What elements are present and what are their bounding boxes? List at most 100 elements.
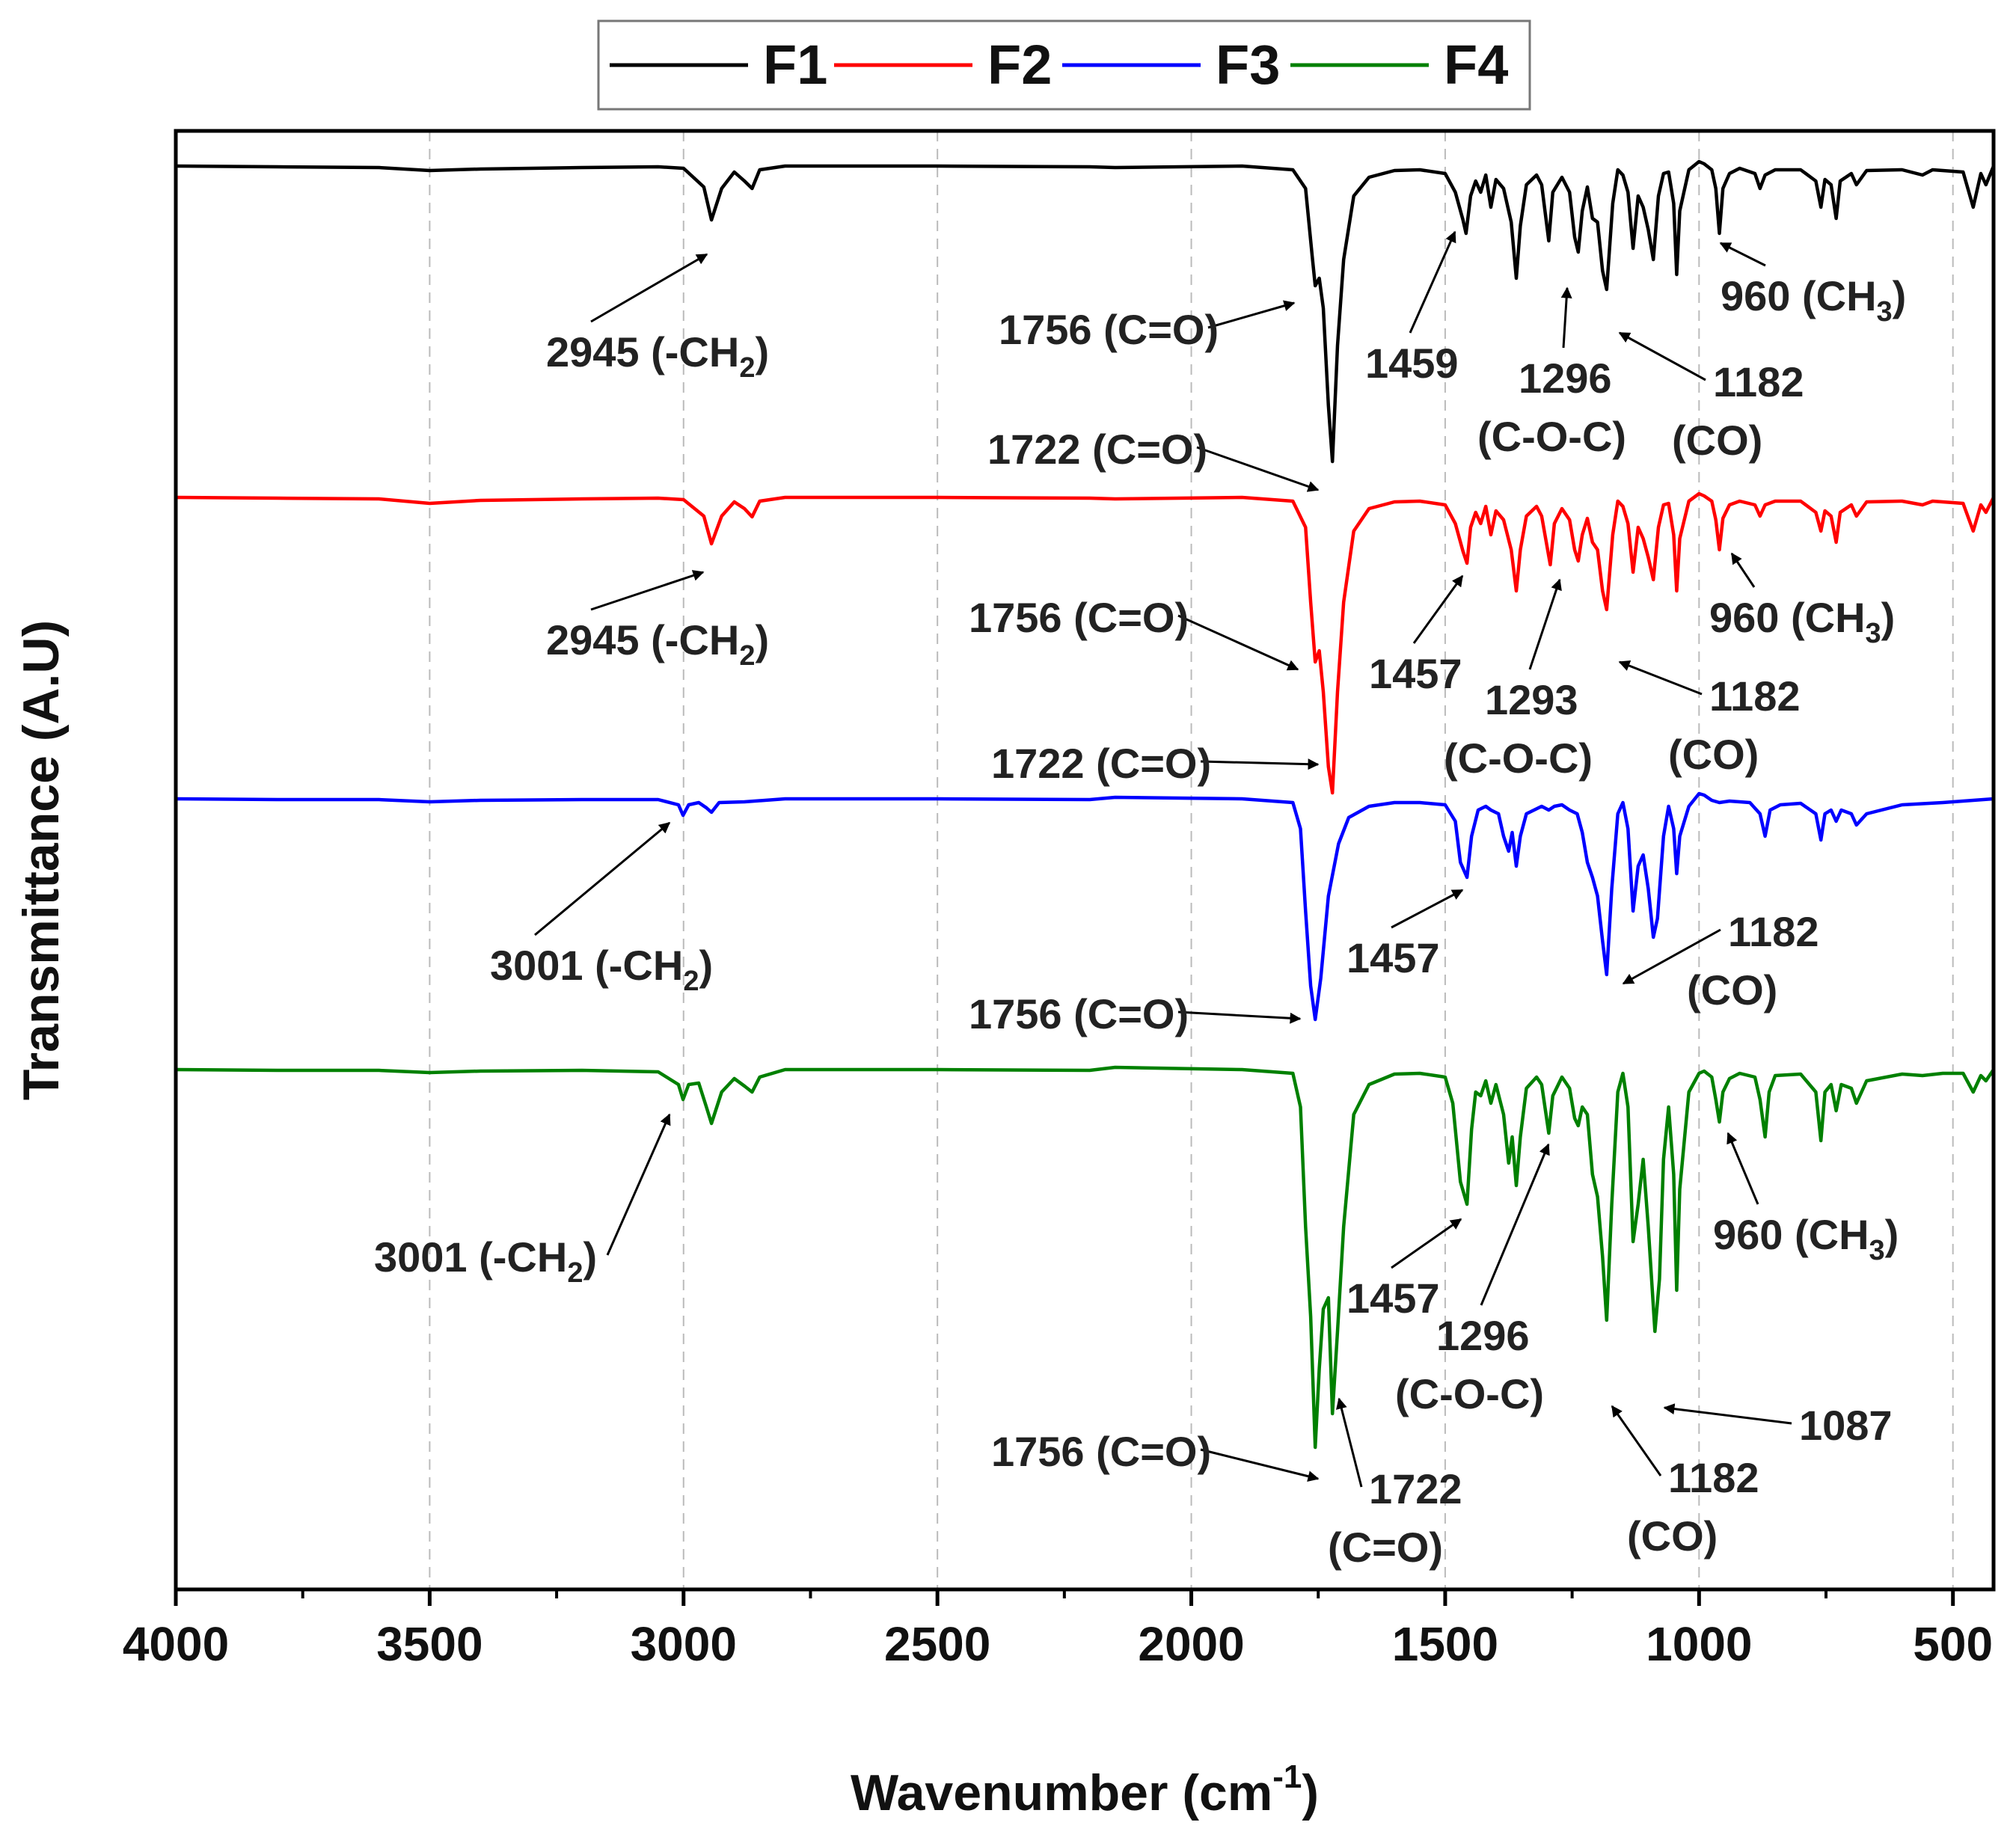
annotation-label: 1722 [1369, 1465, 1462, 1512]
annotation-label-line2: (C=O) [1328, 1524, 1443, 1571]
annotation-F1-1296: 1296 (C-O-C) [1477, 286, 1626, 460]
tick-layer: 4000 3500 3000 2500 2000 1500 1000 500 [123, 1589, 1993, 1671]
annotation-arrow [1663, 1403, 1792, 1425]
annotation-arrow [534, 821, 671, 936]
annotation-F1-960: 960 (CH3) [1719, 242, 1906, 328]
legend-label-F3: F3 [1216, 34, 1280, 96]
annotation-F2-960: 960 (CH3) [1709, 552, 1895, 649]
annotation-F1-1182: 1182 (CO) [1618, 331, 1804, 464]
annotation-label: 2945 (-CH2) [546, 616, 769, 672]
annotation-label-line2: (CO) [1687, 966, 1777, 1013]
annotation-F3-3001: 3001 (-CH2) [490, 821, 713, 997]
series-line-F4 [175, 1065, 1995, 1450]
annotation-label-line2: (CO) [1668, 731, 1759, 778]
annotation-label: 1722 (C=O) [991, 740, 1211, 787]
annotation-arrow [1730, 552, 1756, 588]
annotation-arrow [1412, 574, 1464, 644]
x-tick-label-500: 500 [1913, 1617, 1993, 1671]
annotation-layer: 2945 (-CH2) 1756 (C=O) 1722 (C=O) 1459 1296 (… [374, 230, 1906, 1571]
series-line-F3 [175, 791, 1994, 1022]
annotation-arrow [1200, 758, 1320, 770]
annotation-arrow [1618, 660, 1703, 696]
annotation-F1-1459: 1459 [1365, 230, 1459, 387]
annotation-F1-2945: 2945 (-CH2) [546, 253, 769, 384]
legend: F1 F2 F3 F4 [597, 19, 1531, 111]
annotation-label-line2: (C-O-C) [1477, 413, 1626, 460]
series-line-F2 [175, 491, 1996, 795]
annotation-label: 1182 [1713, 358, 1804, 405]
x-tick-label-1500: 1500 [1392, 1617, 1498, 1671]
annotation-arrow [1391, 889, 1464, 929]
annotation-arrow [590, 570, 705, 611]
grid-layer [429, 131, 1954, 1589]
annotation-arrow [1560, 286, 1572, 349]
annotation-label-line2: (C-O-C) [1444, 735, 1593, 782]
legend-label-F4: F4 [1444, 34, 1508, 96]
annotation-label: 960 (CH3) [1721, 272, 1906, 328]
annotation-F4-3001: 3001 (-CH2) [374, 1113, 671, 1289]
annotation-arrow [1207, 300, 1296, 329]
annotation-label: 1756 (C=O) [991, 1428, 1211, 1475]
annotation-label: 1459 [1365, 340, 1459, 387]
annotation-arrow [1622, 928, 1721, 985]
x-tick-label-1000: 1000 [1646, 1617, 1752, 1671]
annotation-label: 1722 (C=O) [987, 426, 1207, 473]
series-line-F1 [175, 159, 1996, 464]
annotation-label: 1296 [1436, 1312, 1530, 1359]
annotation-F4-960: 960 (CH3) [1713, 1132, 1899, 1266]
annotation-label: 1756 (C=O) [969, 594, 1189, 641]
x-tick-label-2000: 2000 [1138, 1617, 1244, 1671]
annotation-F4-1087: 1087 [1663, 1402, 1893, 1449]
x-axis-title-sup: -1 [1272, 1758, 1302, 1795]
legend-label-F2: F2 [987, 34, 1052, 96]
annotation-label-line2: (CO) [1672, 417, 1762, 464]
annotation-arrow [1391, 1218, 1462, 1269]
annotation-arrow [606, 1113, 671, 1256]
annotation-arrow [1196, 446, 1320, 492]
annotation-F1-1722: 1722 (C=O) [987, 426, 1320, 492]
y-axis-title: Transmittance (A.U) [13, 620, 70, 1100]
annotation-arrow [1611, 1405, 1662, 1476]
annotation-F2-1457: 1457 [1369, 574, 1464, 697]
annotation-arrow [1727, 1132, 1759, 1205]
annotation-label: 3001 (-CH2) [374, 1233, 597, 1289]
annotation-F2-2945: 2945 (-CH2) [546, 570, 769, 672]
annotation-F4-1722: 1722 (C=O) [1328, 1397, 1462, 1571]
annotation-label: 1182 [1668, 1454, 1759, 1501]
annotation-arrow [1177, 614, 1299, 671]
annotation-label: 1756 (C=O) [969, 990, 1189, 1037]
x-tick-label-2500: 2500 [884, 1617, 990, 1671]
plot-frame [174, 129, 1996, 1592]
legend-label-F1: F1 [763, 34, 827, 96]
annotation-label: 1296 [1519, 355, 1612, 402]
annotation-label: 3001 (-CH2) [490, 942, 713, 997]
x-tick-label-3500: 3500 [376, 1617, 482, 1671]
annotation-label: 2945 (-CH2) [546, 328, 769, 384]
annotation-label: 960 (CH3) [1713, 1211, 1899, 1266]
annotation-label-line2: (CO) [1627, 1512, 1718, 1560]
annotation-label: 1293 [1485, 676, 1578, 723]
x-tick-label-3000: 3000 [631, 1617, 737, 1671]
annotation-arrow [590, 253, 708, 323]
annotation-F2-1756: 1756 (C=O) [969, 594, 1299, 671]
annotation-arrow [1618, 331, 1706, 381]
annotation-label: 1756 (C=O) [999, 306, 1219, 353]
annotation-label: 1457 [1346, 1275, 1440, 1322]
annotation-label: 1182 [1709, 672, 1801, 720]
annotation-F4-1182: 1182 (CO) [1611, 1405, 1759, 1560]
annotation-F4-1756: 1756 (C=O) [991, 1428, 1320, 1482]
x-tick-label-4000: 4000 [123, 1617, 229, 1671]
annotation-arrow [1200, 1448, 1320, 1482]
annotation-F2-1722: 1722 (C=O) [991, 740, 1320, 787]
annotation-F3-1182: 1182 (CO) [1622, 908, 1819, 1013]
annotation-arrow [1409, 230, 1456, 334]
annotation-F4-1457: 1457 [1346, 1218, 1462, 1322]
series-layer [175, 159, 1996, 1450]
annotation-arrow [1719, 242, 1766, 267]
annotation-arrow [1336, 1397, 1363, 1488]
annotation-label: 1182 [1728, 908, 1819, 955]
annotation-label-line2: (C-O-C) [1395, 1370, 1544, 1417]
annotation-F2-1182: 1182 (CO) [1618, 660, 1801, 778]
x-axis-title: Wavenumber (cm-1) [851, 1758, 1319, 1821]
